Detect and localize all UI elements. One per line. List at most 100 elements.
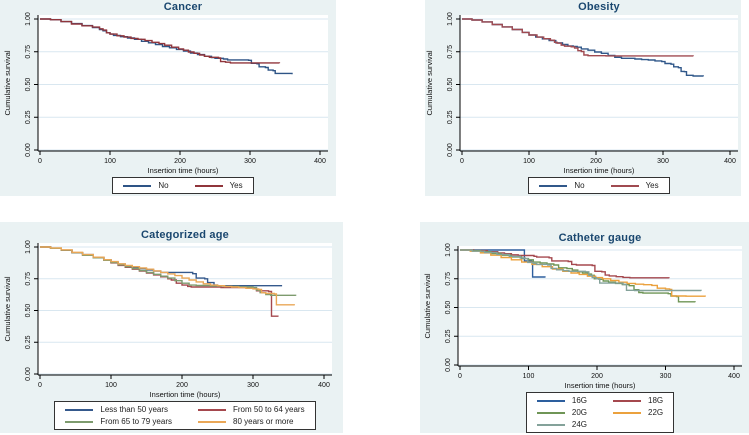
x-tick-label: 300 bbox=[660, 373, 672, 380]
x-axis-label: Insertion time (hours) bbox=[150, 390, 221, 399]
legend-line-swatch bbox=[536, 411, 565, 414]
x-tick-label: 400 bbox=[724, 158, 736, 165]
legend-line-swatch bbox=[198, 408, 226, 411]
legend-box: No Yes bbox=[528, 177, 670, 194]
y-tick-label: 0.75 bbox=[25, 272, 32, 286]
panel-cancer: Cancer 0.00 0.25 0.50 0.75 1.00 0 100 200 300 400… bbox=[0, 0, 336, 196]
y-tick-label: 0.50 bbox=[25, 78, 32, 92]
y-tick-label: 0.50 bbox=[447, 78, 454, 92]
legend-item: Less than 50 years bbox=[65, 404, 172, 415]
survival-curve-20g bbox=[460, 249, 696, 303]
survival-plot: 0.00 0.25 0.50 0.75 1.00 0 100 200 300 400 Inserti… bbox=[3, 240, 332, 399]
survival-plot: 0.00 0.25 0.50 0.75 1.00 0 100 200 300 400 Inserti… bbox=[425, 12, 738, 175]
legend-line-swatch bbox=[123, 184, 152, 187]
x-tick-label: 200 bbox=[176, 382, 188, 389]
legend-line-swatch bbox=[536, 423, 565, 426]
legend-line-swatch bbox=[539, 184, 568, 187]
survival-curve-22g bbox=[460, 249, 706, 297]
y-tick-label: 0.25 bbox=[25, 110, 32, 124]
legend-item: Yes bbox=[194, 180, 243, 191]
x-tick-label: 0 bbox=[38, 382, 42, 389]
legend: 16G 18G 20G 22G 24G bbox=[458, 392, 742, 433]
y-tick-label: 0.25 bbox=[25, 335, 32, 349]
x-tick-label: 400 bbox=[728, 373, 740, 380]
legend-box: 16G 18G 20G 22G 24G bbox=[525, 392, 675, 433]
survival-curve-yes bbox=[462, 18, 694, 57]
panel-catheter-gauge: Catheter gauge 0.00 0.25 0.50 0.75 1.00 0 100 2… bbox=[420, 222, 749, 433]
survival-curve-80-years-or-more bbox=[40, 246, 295, 306]
legend-label: 22G bbox=[648, 408, 664, 417]
y-tick-label: 1.00 bbox=[445, 243, 452, 257]
survival-curve-16g bbox=[460, 249, 546, 278]
x-axis-label: Insertion time (hours) bbox=[564, 166, 635, 175]
legend-label: 80 years or more bbox=[233, 417, 294, 426]
y-tick-label: 0.25 bbox=[447, 110, 454, 124]
legend-label: 20G bbox=[571, 408, 587, 417]
x-tick-label: 300 bbox=[657, 158, 669, 165]
plot-region bbox=[458, 246, 742, 366]
survival-plot: 0.00 0.25 0.50 0.75 1.00 0 100 200 300 400 Inserti… bbox=[3, 12, 328, 175]
survival-curve-24g bbox=[460, 249, 702, 292]
legend-label: Yes bbox=[229, 181, 243, 190]
y-tick-label: 0.00 bbox=[445, 358, 452, 372]
legend-label: 24G bbox=[571, 420, 587, 429]
legend-item: Yes bbox=[610, 180, 659, 191]
x-tick-label: 200 bbox=[174, 158, 186, 165]
legend-item: From 50 to 64 years bbox=[198, 404, 305, 415]
legend-label: No bbox=[574, 181, 585, 190]
legend-label: Less than 50 years bbox=[100, 405, 169, 414]
legend-item: 22G bbox=[613, 407, 663, 418]
x-tick-label: 200 bbox=[591, 373, 603, 380]
legend-item: 20G bbox=[536, 407, 587, 418]
y-tick-label: 0.00 bbox=[25, 367, 32, 381]
legend: No Yes bbox=[460, 177, 738, 194]
legend-item: 24G bbox=[536, 419, 587, 430]
x-tick-label: 0 bbox=[38, 158, 42, 165]
survival-curve-yes bbox=[40, 18, 281, 64]
chart-title-categorized-age: Categorized age bbox=[141, 229, 229, 241]
legend-line-swatch bbox=[194, 184, 223, 187]
survival-plot: 0.00 0.25 0.50 0.75 1.00 0 100 200 300 400 Inserti… bbox=[423, 243, 742, 390]
y-tick-label: 1.00 bbox=[25, 12, 32, 26]
legend-line-swatch bbox=[536, 399, 565, 402]
legend-line-swatch bbox=[613, 399, 641, 402]
legend-item: 18G bbox=[613, 395, 663, 406]
x-tick-label: 100 bbox=[523, 158, 535, 165]
y-tick-label: 0.25 bbox=[445, 329, 452, 343]
x-tick-label: 300 bbox=[247, 382, 259, 389]
legend-item: No bbox=[539, 180, 585, 191]
y-tick-label: 0.00 bbox=[25, 143, 32, 157]
legend-line-swatch bbox=[65, 408, 94, 411]
legend-label: No bbox=[158, 181, 169, 190]
legend-label: Yes bbox=[645, 181, 659, 190]
plot-region bbox=[38, 243, 332, 375]
x-tick-label: 200 bbox=[590, 158, 602, 165]
legend: Less than 50 years From 50 to 64 years Fro… bbox=[38, 401, 332, 430]
x-tick-label: 400 bbox=[314, 158, 326, 165]
x-axis-label: Insertion time (hours) bbox=[148, 166, 219, 175]
y-tick-label: 0.50 bbox=[445, 301, 452, 315]
y-tick-label: 0.00 bbox=[447, 143, 454, 157]
y-tick-label: 0.75 bbox=[445, 272, 452, 286]
panel-categorized-age: Categorized age 0.00 0.25 0.50 0.75 1.00 0 100… bbox=[0, 222, 343, 433]
x-tick-label: 100 bbox=[105, 382, 117, 389]
y-tick-label: 0.75 bbox=[447, 45, 454, 59]
y-tick-label: 1.00 bbox=[447, 12, 454, 26]
y-tick-label: 1.00 bbox=[25, 240, 32, 254]
legend-line-swatch bbox=[610, 184, 639, 187]
legend: No Yes bbox=[38, 177, 328, 194]
y-axis-label: Cumulative survival bbox=[3, 50, 12, 115]
legend-label: From 65 to 79 years bbox=[100, 417, 172, 426]
panel-obesity: Obesity 0.00 0.25 0.50 0.75 1.00 0 100 200 300 40… bbox=[425, 0, 741, 196]
legend-item: 16G bbox=[536, 395, 587, 406]
legend-line-swatch bbox=[613, 411, 641, 414]
survival-curve-18g bbox=[460, 249, 670, 279]
y-axis-label: Cumulative survival bbox=[3, 276, 12, 341]
x-tick-label: 0 bbox=[458, 373, 462, 380]
x-tick-label: 400 bbox=[318, 382, 330, 389]
y-tick-label: 0.75 bbox=[25, 45, 32, 59]
legend-line-swatch bbox=[198, 420, 226, 423]
x-tick-label: 100 bbox=[523, 373, 535, 380]
x-axis-label: Insertion time (hours) bbox=[565, 381, 636, 390]
legend-box: Less than 50 years From 50 to 64 years Fro… bbox=[54, 401, 316, 430]
